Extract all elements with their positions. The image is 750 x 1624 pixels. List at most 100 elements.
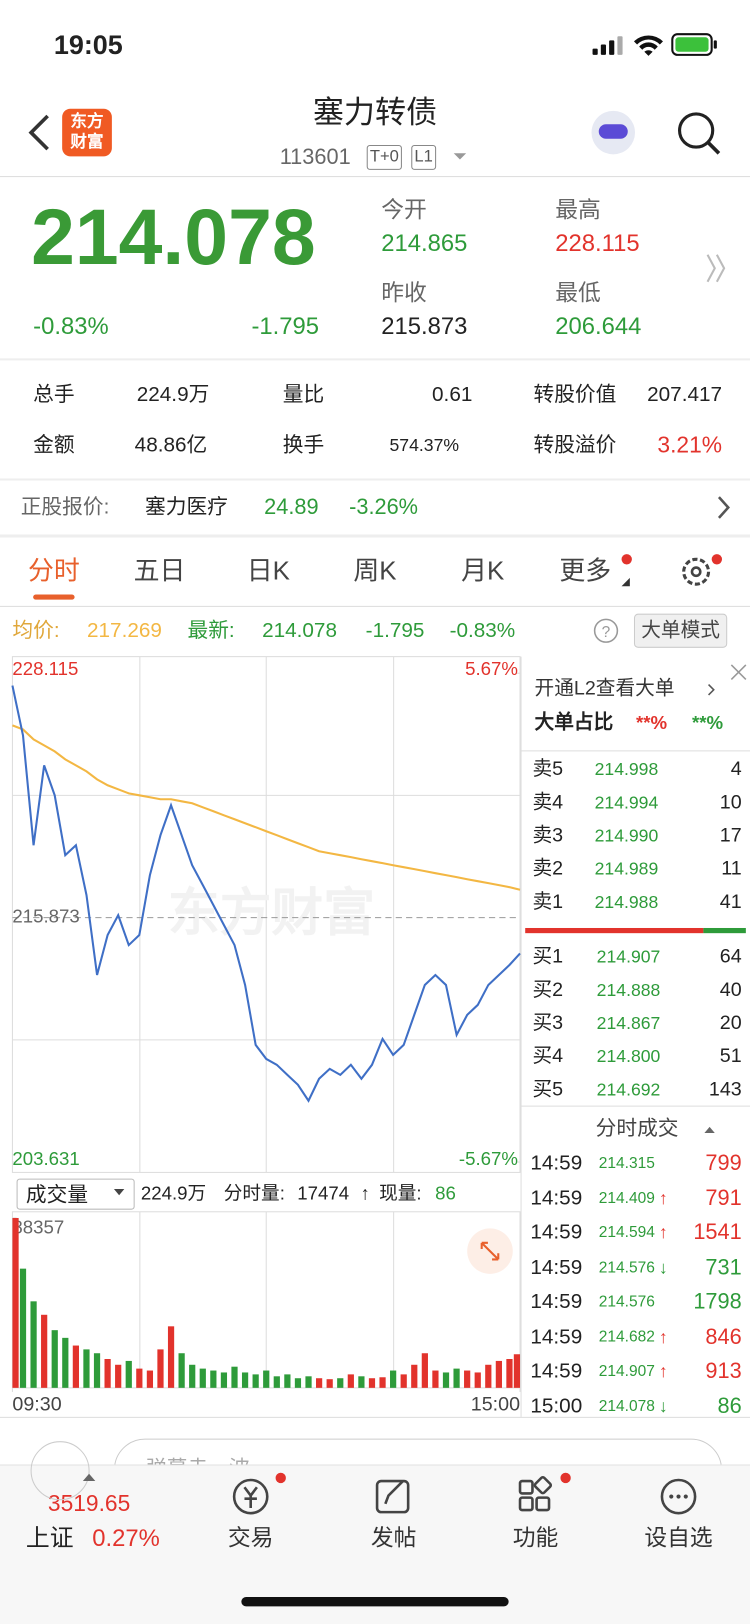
latest-value: 214.078 (262, 619, 337, 643)
l2-link[interactable]: 开通L2查看大单 (534, 677, 675, 700)
tab[interactable]: 更多 (559, 556, 612, 586)
dropdown-icon (453, 153, 467, 160)
trade-time: 14:59 (530, 1151, 583, 1175)
logo[interactable]: 东方 财富 (62, 108, 112, 157)
mode-button[interactable]: 大单模式 (633, 613, 728, 648)
nav-label[interactable]: 设自选 (644, 1524, 713, 1551)
stock-change: -3.26% (349, 495, 419, 520)
trade-volume: 791 (705, 1185, 742, 1210)
badge: T+0 (366, 144, 402, 170)
trade-time: 14:59 (530, 1255, 583, 1279)
sort-icon (704, 1126, 715, 1134)
trade-volume: 799 (705, 1151, 742, 1176)
volume-bar (358, 1376, 365, 1388)
tab[interactable]: 周K (353, 556, 397, 586)
y2-tick-label: -5.67% (459, 1148, 518, 1169)
tab[interactable]: 分时 (27, 556, 80, 586)
trade-direction: ↑ (658, 1222, 668, 1243)
latest-label: 最新: (187, 619, 235, 643)
volume-bar (442, 1372, 450, 1388)
y-tick-label: 215.873 (12, 906, 79, 927)
nav-label[interactable]: 发帖 (370, 1524, 417, 1551)
bid-volume: 64 (719, 946, 742, 968)
stat-value: 3.21% (657, 431, 723, 458)
stat-label: 量比 (282, 383, 325, 406)
badge-dot (621, 554, 632, 565)
y2-tick-label: 5.67% (465, 658, 518, 679)
expand-icon[interactable] (467, 1228, 513, 1274)
volume-bar (432, 1370, 439, 1388)
bid-volume: 51 (719, 1045, 742, 1068)
volume-bar (72, 1345, 79, 1388)
trade-direction: ↓ (658, 1396, 668, 1416)
trade-time: 14:59 (530, 1359, 583, 1383)
status-icons (592, 33, 717, 56)
last-price: 214.078 (31, 193, 316, 282)
trade-volume: 86 (717, 1394, 742, 1418)
volume-bar (284, 1374, 291, 1388)
volume-bar (93, 1353, 101, 1388)
volume-bar (146, 1370, 154, 1388)
nav-label[interactable]: 功能 (512, 1524, 559, 1551)
volume-bar (294, 1378, 302, 1388)
bid-price: 214.907 (596, 947, 661, 967)
volume-bar (513, 1354, 521, 1388)
stat-value: 48.86亿 (134, 433, 208, 457)
trade-price: 214.409 (598, 1188, 655, 1207)
trade-price: 214.594 (598, 1223, 655, 1242)
bid-label: 买4 (532, 1045, 564, 1068)
nav-label[interactable]: 交易 (227, 1524, 274, 1551)
close-icon[interactable] (730, 664, 747, 680)
stat-value: 0.61 (432, 383, 473, 406)
bid-price: 214.888 (596, 980, 661, 1000)
ask-price: 214.990 (594, 825, 659, 846)
volume-bar (464, 1370, 471, 1388)
tab[interactable]: 五日 (133, 556, 186, 586)
x-tick-label: 09:30 (12, 1394, 61, 1416)
stock-label: 正股报价: (20, 496, 110, 519)
y-tick-label: 228.115 (12, 658, 78, 679)
volume-select-label: 成交量 (25, 1183, 89, 1207)
chevron (708, 684, 715, 696)
more-icon (706, 254, 726, 283)
volume-bar (231, 1366, 238, 1388)
trade-direction: ↓ (658, 1257, 668, 1278)
series-line (12, 724, 521, 891)
volume-select[interactable]: 成交量 (16, 1178, 135, 1210)
volume-bar (189, 1364, 196, 1388)
trade-price: 214.576 (598, 1258, 655, 1276)
search-icon (678, 112, 715, 149)
trades-title: 分时成交 (595, 1117, 679, 1141)
volume-bar (136, 1368, 143, 1388)
tab[interactable]: 月K (461, 556, 505, 586)
ask-price: 214.988 (594, 892, 659, 912)
tab[interactable]: 日K (246, 556, 290, 586)
avatar (591, 110, 636, 155)
volume-bar (400, 1374, 407, 1388)
code: 113601 (279, 145, 351, 170)
now-volume-label: 现量: (379, 1182, 422, 1204)
help-icon[interactable] (593, 618, 619, 643)
bid-label: 买1 (532, 946, 564, 968)
volume-bar (506, 1359, 513, 1388)
trade-volume: 913 (705, 1359, 742, 1384)
ask-price: 214.994 (594, 792, 659, 813)
ask-volume: 4 (730, 758, 742, 781)
bid-price: 214.692 (596, 1079, 661, 1100)
volume-bar (273, 1376, 280, 1388)
status-time: 19:05 (53, 28, 123, 61)
volume-bar (167, 1326, 175, 1388)
volume-bar (12, 1217, 19, 1388)
ratio-value: **% (636, 712, 668, 734)
trade-time: 14:59 (530, 1290, 583, 1314)
stat-value: 207.417 (647, 383, 723, 406)
title: 塞力转债 (312, 96, 438, 131)
stat-value: 574.37% (389, 435, 460, 456)
volume-bar (368, 1378, 376, 1388)
chevron (717, 496, 730, 519)
volume-bar (157, 1349, 164, 1388)
volume-bar (390, 1370, 397, 1388)
ratio-value: **% (691, 712, 724, 734)
svg-text:?: ? (602, 624, 611, 641)
